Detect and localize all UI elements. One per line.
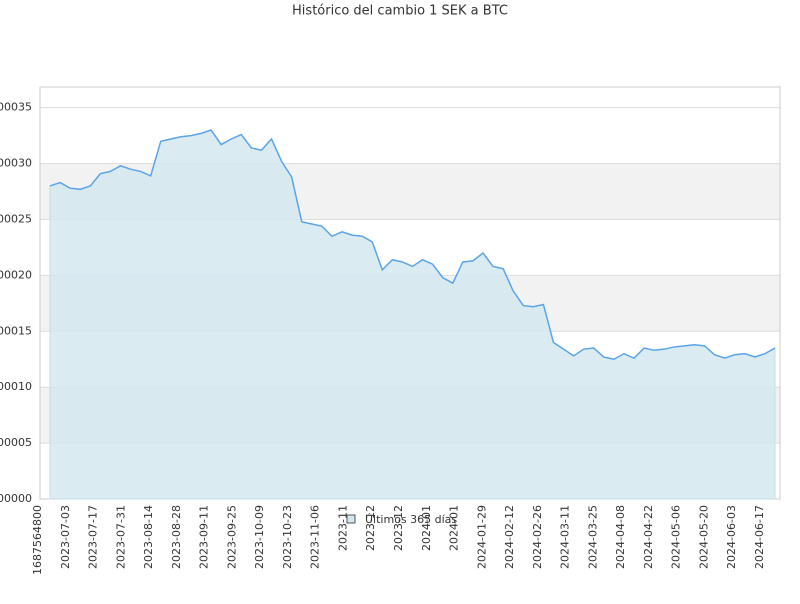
x-tick-label: 2024-04-08: [614, 505, 627, 569]
legend-swatch: [346, 514, 356, 524]
legend-label: Últimos 365 días: [365, 513, 457, 526]
x-tick-label: 2023-11: [336, 505, 349, 551]
x-tick-label: 2024-03-25: [586, 505, 599, 569]
y-tick-label: 0.0000030: [0, 157, 32, 170]
x-tick-label: 2023-08-14: [142, 505, 155, 569]
x-tick-label: 2023-12: [364, 505, 377, 551]
x-tick-label: 2023-11-06: [309, 505, 322, 569]
x-tick-label: 2023-10-23: [281, 505, 294, 569]
x-tick-label: 2023-08-28: [170, 505, 183, 569]
x-tick-label: 2024-05-06: [670, 505, 683, 569]
x-tick-label: 2024-04-22: [642, 505, 655, 569]
x-tick-label: 2023-12: [392, 505, 405, 551]
x-tick-label: 2024-03-11: [559, 505, 572, 569]
x-tick-label: 2023-09-11: [198, 505, 211, 569]
x-tick-label: 2023-07-03: [59, 505, 72, 569]
x-tick-label: 2024-02-26: [531, 505, 544, 569]
y-tick-label: 0.0000010: [0, 380, 32, 393]
x-tick-label: 2023-09-25: [225, 505, 238, 569]
x-tick-label: 2024-02-12: [503, 505, 516, 569]
x-tick-label: 2023-10-09: [253, 505, 266, 569]
x-tick-label: 2023-07-17: [87, 505, 100, 569]
y-tick-label: 0.0000020: [0, 268, 32, 281]
y-tick-label: 0.0000025: [0, 212, 32, 225]
x-tick-label: 2023-07-31: [114, 505, 127, 569]
y-tick-label: 0.0000015: [0, 324, 32, 337]
x-tick-label: 2024-06-17: [753, 505, 766, 569]
x-tick-label: 2024-06-03: [725, 505, 738, 569]
y-tick-label: 0.0000035: [0, 101, 32, 114]
line: [49, 129, 776, 361]
x-tick-label: 2024-01: [420, 505, 433, 551]
x-tick-label: 2024-01-29: [475, 505, 488, 569]
chart-title: Histórico del cambio 1 SEK a BTC: [292, 4, 508, 19]
x-tick-label: 1687564800: [31, 505, 44, 575]
x-tick-label: 2024-01: [448, 505, 461, 551]
x-tick-label: 2024-05-20: [697, 505, 710, 569]
